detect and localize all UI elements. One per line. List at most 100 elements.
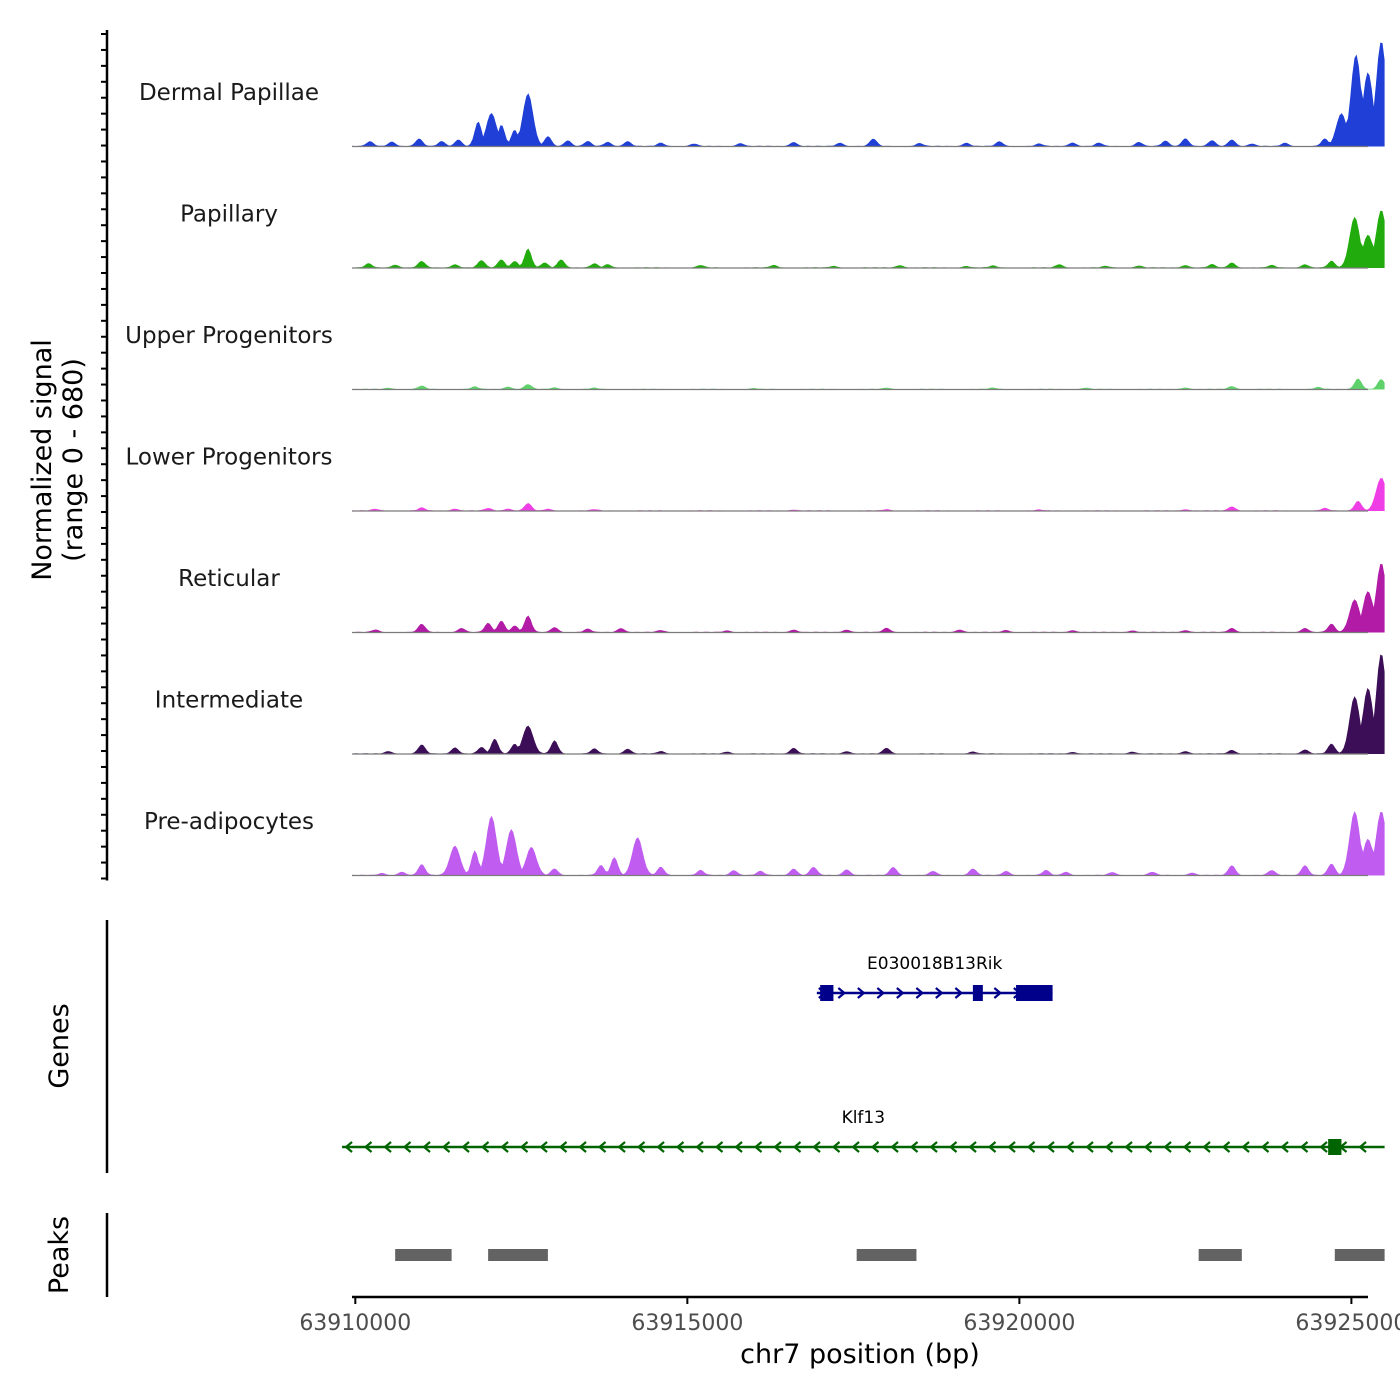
gene-model: E030018B13Rik [816, 954, 1053, 1001]
genes-panel-label: Genes [44, 1003, 75, 1088]
strand-arrow [792, 1141, 802, 1153]
peak-region-bar [1198, 1249, 1242, 1261]
strand-arrow [519, 1141, 529, 1153]
strand-arrow [617, 1141, 626, 1153]
strand-arrow [656, 1141, 665, 1153]
gene-exon [820, 985, 834, 1001]
strand-arrow [870, 1141, 880, 1153]
peak-region-bar [488, 1249, 548, 1261]
strand-arrow [734, 1141, 743, 1153]
strand-arrow [1241, 1141, 1250, 1153]
y-axis-title-line2: (range 0 - 680) [58, 358, 89, 562]
track-label: Lower Progenitors [126, 445, 333, 471]
coverage-track: Lower Progenitors [126, 445, 1385, 512]
peak-region-bar [1334, 1249, 1385, 1261]
strand-arrow [636, 1141, 646, 1153]
strand-arrow [578, 1141, 587, 1153]
strand-arrow [1182, 1141, 1192, 1153]
strand-arrow [831, 1141, 841, 1153]
gene-annotation-track: E030018B13Rik Klf13 [342, 954, 1385, 1155]
coverage-track: Reticular [178, 563, 1385, 634]
strand-arrow [890, 1141, 899, 1153]
track-label: Dermal Papillae [139, 80, 319, 106]
track-label: Papillary [180, 202, 278, 228]
strand-arrow [714, 1141, 724, 1153]
strand-arrow [993, 987, 1003, 999]
coverage-area [352, 478, 1385, 511]
x-tick-label: 63920000 [963, 1311, 1075, 1336]
coverage-area [352, 811, 1385, 876]
strand-arrow [1319, 1141, 1328, 1153]
strand-arrow [1358, 1141, 1367, 1153]
strand-arrow [909, 1141, 919, 1153]
peak-region-track [395, 1249, 1385, 1261]
strand-arrow [461, 1141, 470, 1153]
track-label: Pre-adipocytes [144, 809, 314, 835]
strand-arrow [1260, 1141, 1270, 1153]
gene-name-label: Klf13 [842, 1108, 886, 1128]
strand-arrow [500, 1141, 509, 1153]
strand-arrow [954, 987, 964, 999]
strand-arrow [968, 1141, 977, 1153]
strand-arrow [1299, 1141, 1309, 1153]
track-label: Upper Progenitors [125, 323, 333, 349]
strand-arrow [753, 1141, 763, 1153]
strand-arrow [1065, 1141, 1075, 1153]
gene-exon [972, 985, 983, 1001]
strand-arrow [1026, 1141, 1036, 1153]
strand-arrow [851, 1141, 860, 1153]
coverage-track: Pre-adipocytes [144, 809, 1385, 877]
coverage-track: Papillary [180, 202, 1385, 269]
y-axis-title-line1: Normalized signal [27, 339, 58, 581]
coverage-area [352, 210, 1385, 268]
coverage-track: Intermediate [155, 654, 1385, 755]
x-tick-label: 63925000 [1295, 1311, 1400, 1336]
strand-arrow [1124, 1141, 1133, 1153]
coverage-area [352, 378, 1385, 390]
strand-arrow [857, 987, 866, 999]
strand-arrow [1104, 1141, 1114, 1153]
strand-arrow [1046, 1141, 1055, 1153]
strand-arrow [896, 987, 905, 999]
x-tick-label: 63910000 [299, 1311, 411, 1336]
strand-arrow [597, 1141, 607, 1153]
strand-arrow [558, 1141, 568, 1153]
coverage-area [352, 563, 1385, 633]
strand-arrow [480, 1141, 490, 1153]
peak-region-bar [395, 1249, 452, 1261]
strand-arrow [935, 987, 944, 999]
strand-arrow [675, 1141, 685, 1153]
strand-arrow [402, 1141, 412, 1153]
x-tick-label: 63915000 [631, 1311, 743, 1336]
x-axis: 63910000 63915000 63920000 63925000 [299, 1297, 1400, 1336]
strand-arrow [1163, 1141, 1172, 1153]
strand-arrow [837, 987, 847, 999]
strand-arrow [1221, 1141, 1231, 1153]
coverage-track: Dermal Papillae [139, 42, 1385, 148]
strand-arrow [948, 1141, 958, 1153]
strand-arrow [915, 987, 925, 999]
x-axis-title: chr7 position (bp) [740, 1339, 980, 1370]
strand-arrow [1143, 1141, 1153, 1153]
strand-arrow [1202, 1141, 1211, 1153]
gene-name-label: E030018B13Rik [867, 954, 1002, 974]
strand-arrow [539, 1141, 548, 1153]
coverage-area [352, 654, 1385, 754]
peaks-panel-label: Peaks [44, 1216, 75, 1294]
strand-arrow [773, 1141, 782, 1153]
track-label: Intermediate [155, 688, 303, 714]
coverage-tracks: Dermal Papillae Papillary Upper Progenitor… [125, 42, 1385, 877]
peak-region-bar [856, 1249, 917, 1261]
track-label: Reticular [178, 566, 280, 592]
strand-arrow [1280, 1141, 1289, 1153]
strand-arrow [1085, 1141, 1094, 1153]
strand-arrow [422, 1141, 431, 1153]
strand-arrow [812, 1141, 821, 1153]
strand-arrow [383, 1141, 392, 1153]
strand-arrow [344, 1141, 353, 1153]
strand-arrow [876, 987, 886, 999]
strand-arrow [1007, 1141, 1016, 1153]
strand-arrow [441, 1141, 451, 1153]
coverage-y-axis [101, 30, 109, 881]
